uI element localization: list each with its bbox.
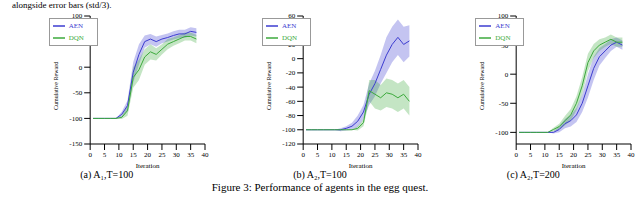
svg-text:-100: -100 [282, 126, 295, 134]
svg-text:10: 10 [115, 151, 123, 159]
svg-text:5: 5 [102, 151, 106, 159]
svg-text:Cumulative Reward: Cumulative Reward [266, 62, 272, 110]
svg-text:5: 5 [529, 151, 533, 159]
svg-text:0: 0 [292, 55, 296, 63]
svg-text:-60: -60 [286, 98, 296, 106]
svg-text:25: 25 [158, 151, 166, 159]
svg-text:0: 0 [88, 151, 92, 159]
svg-text:40: 40 [628, 151, 632, 159]
svg-text:-100: -100 [69, 115, 82, 123]
svg-text:5: 5 [316, 151, 320, 159]
svg-text:Cumulative Reward: Cumulative Reward [53, 62, 59, 110]
svg-text:100: 100 [71, 12, 82, 20]
svg-text:-150: -150 [69, 140, 82, 148]
svg-text:35: 35 [400, 151, 408, 159]
svg-text:25: 25 [371, 151, 379, 159]
svg-text:15: 15 [129, 151, 137, 159]
svg-text:0: 0 [515, 151, 519, 159]
svg-text:10: 10 [542, 151, 550, 159]
svg-text:50: 50 [501, 42, 509, 50]
svg-text:0: 0 [505, 71, 509, 79]
svg-text:Cumulative Reward: Cumulative Reward [480, 62, 486, 110]
svg-text:40: 40 [201, 151, 209, 159]
svg-text:-50: -50 [499, 100, 509, 108]
svg-text:20: 20 [144, 151, 152, 159]
svg-text:10: 10 [328, 151, 336, 159]
svg-text:Iteration: Iteration [562, 162, 586, 168]
svg-text:15: 15 [343, 151, 351, 159]
svg-text:35: 35 [613, 151, 621, 159]
svg-text:-50: -50 [72, 89, 82, 97]
svg-text:40: 40 [414, 151, 422, 159]
svg-text:30: 30 [386, 151, 394, 159]
svg-text:35: 35 [187, 151, 195, 159]
svg-text:Iteration: Iteration [135, 162, 159, 168]
svg-text:25: 25 [585, 151, 593, 159]
svg-text:20: 20 [357, 151, 365, 159]
svg-text:-20: -20 [286, 69, 296, 77]
svg-text:0: 0 [301, 151, 305, 159]
svg-text:-80: -80 [286, 112, 296, 120]
svg-text:50: 50 [75, 38, 83, 46]
svg-text:20: 20 [570, 151, 578, 159]
svg-text:40: 40 [288, 27, 296, 35]
svg-text:-100: -100 [496, 129, 509, 137]
svg-text:60: 60 [288, 12, 296, 20]
svg-text:-40: -40 [286, 84, 296, 92]
svg-text:20: 20 [288, 41, 296, 49]
svg-text:0: 0 [78, 64, 82, 72]
svg-text:30: 30 [172, 151, 180, 159]
svg-text:-120: -120 [282, 140, 295, 148]
svg-text:30: 30 [599, 151, 607, 159]
svg-text:Iteration: Iteration [349, 162, 373, 168]
svg-text:100: 100 [498, 12, 509, 20]
svg-text:15: 15 [556, 151, 564, 159]
